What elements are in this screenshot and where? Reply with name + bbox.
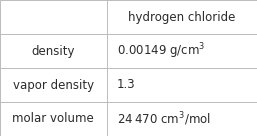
Text: 0.00149 g/cm$^{3}$: 0.00149 g/cm$^{3}$ (117, 41, 205, 61)
Text: vapor density: vapor density (13, 78, 94, 92)
Text: density: density (32, 44, 75, 58)
Text: 24 470 cm$^{3}$/mol: 24 470 cm$^{3}$/mol (117, 110, 211, 128)
Text: 1.3: 1.3 (117, 78, 135, 92)
Text: molar volume: molar volume (12, 112, 94, 126)
Text: hydrogen chloride: hydrogen chloride (128, 10, 235, 24)
